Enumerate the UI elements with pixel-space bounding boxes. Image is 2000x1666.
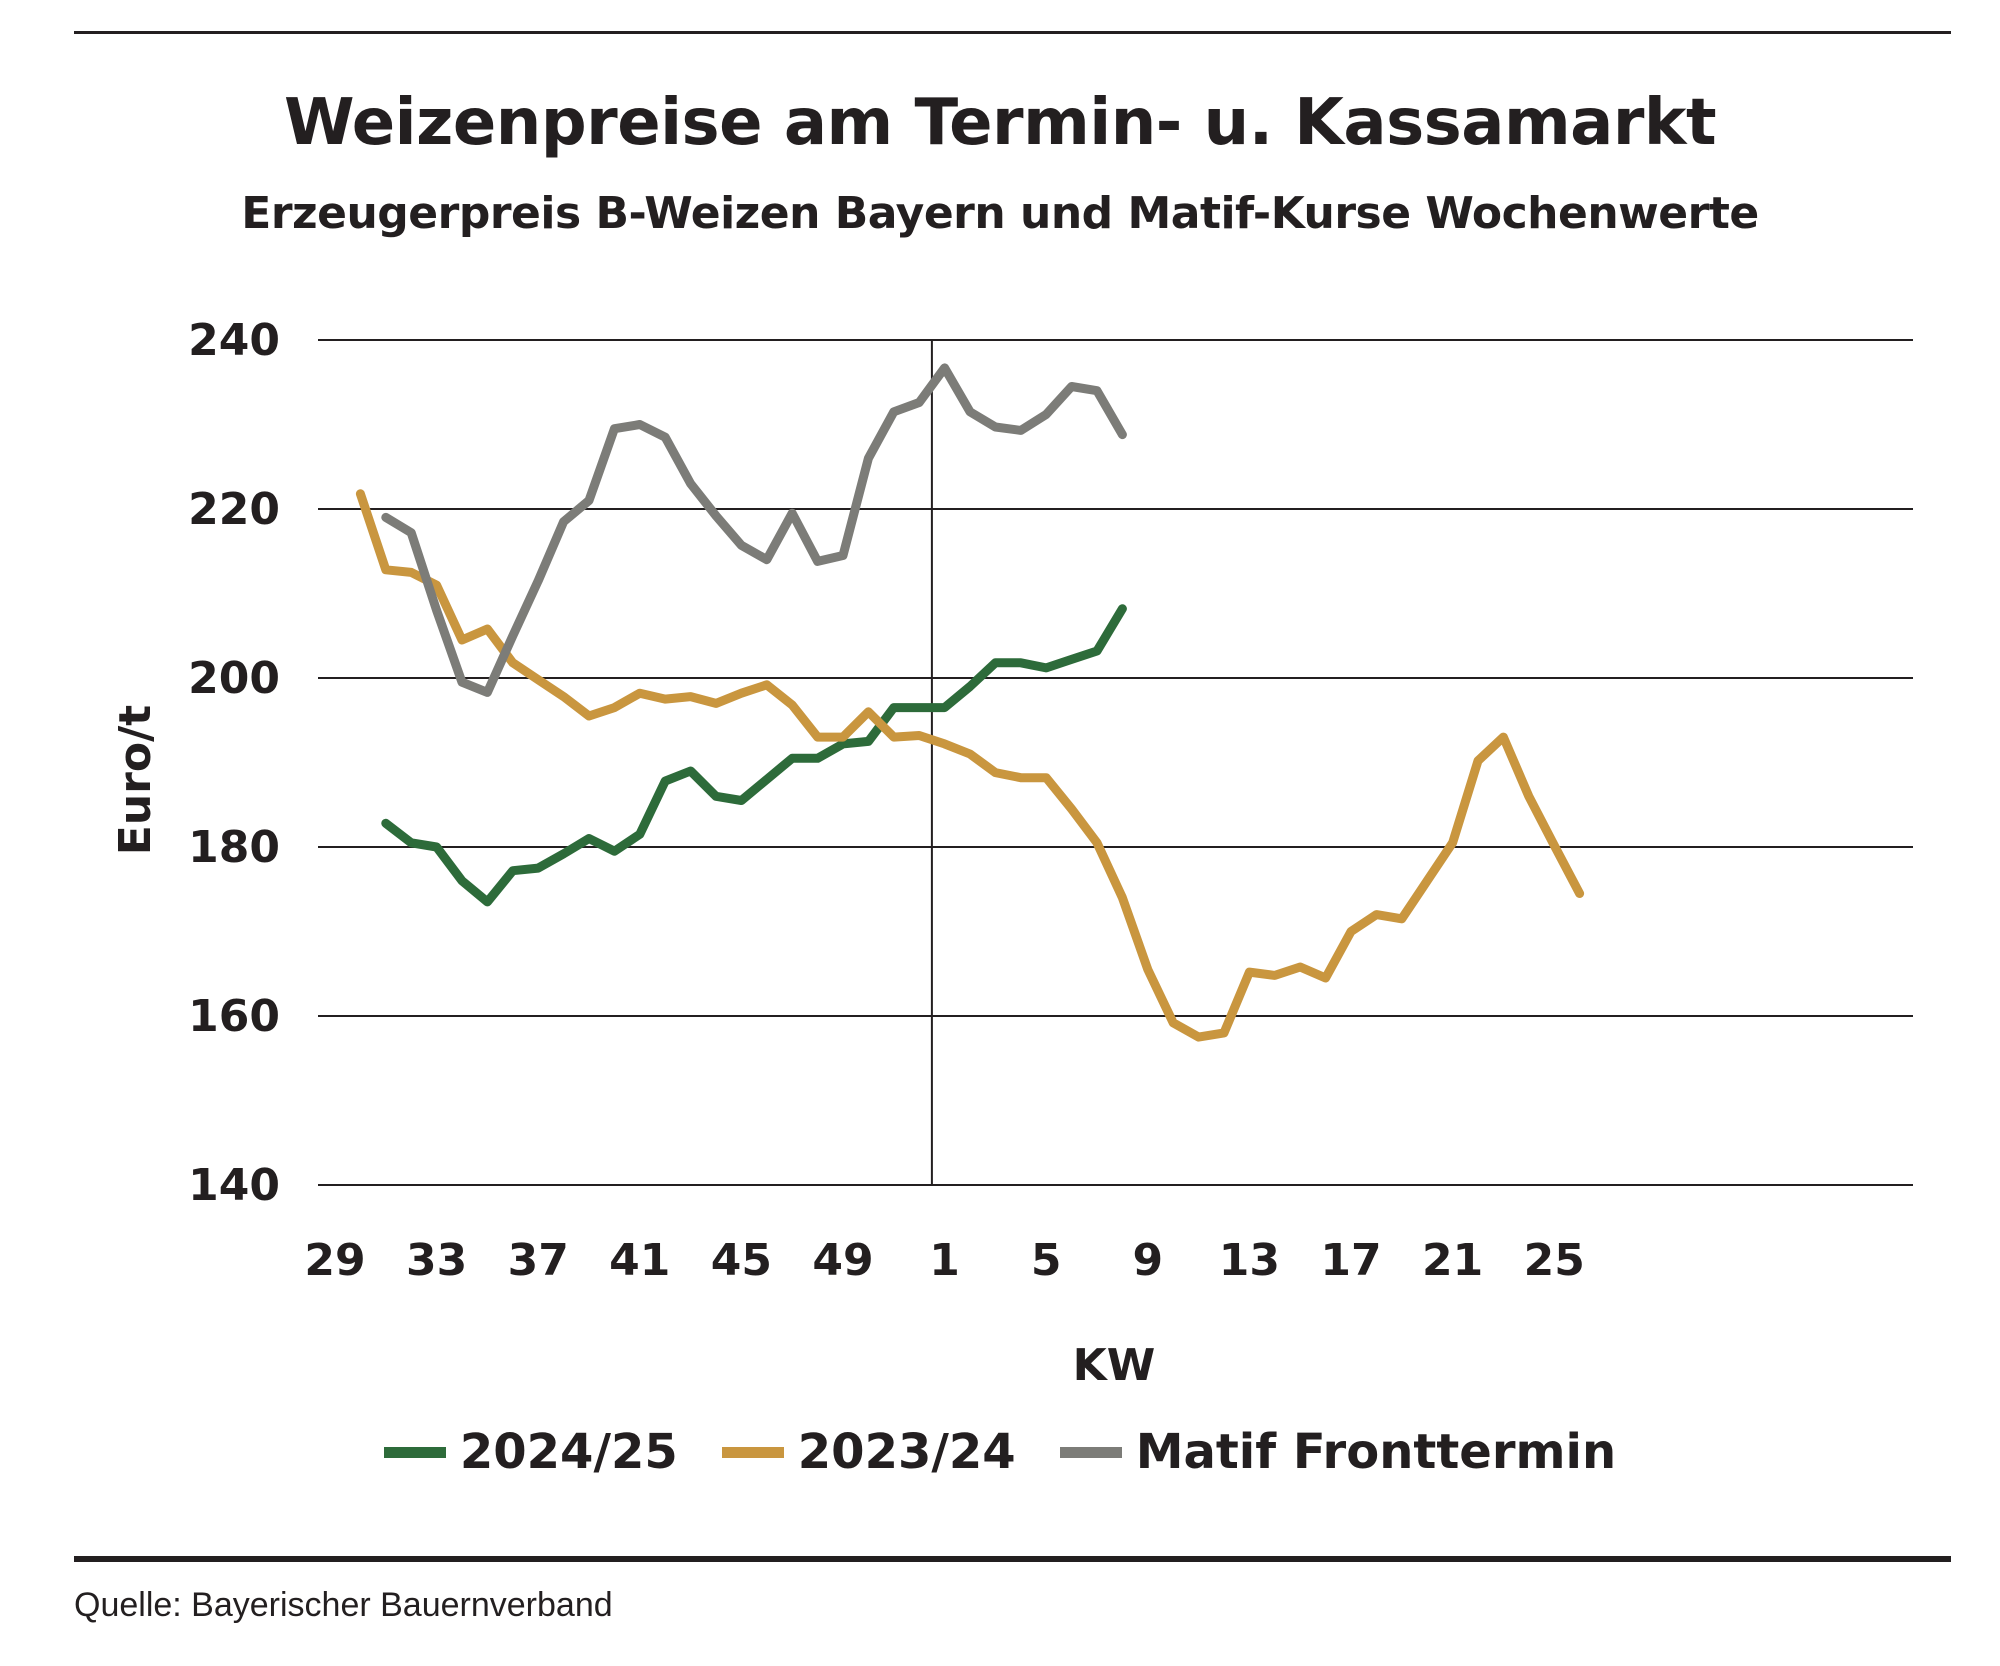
x-tick-label: 45 [711, 1235, 772, 1286]
chart-subtitle: Erzeugerpreis B-Weizen Bayern und Matif-… [241, 188, 1759, 239]
chart-title: Weizenpreise am Termin- u. Kassamarkt [283, 86, 1717, 160]
legend-label: 2024/25 [459, 1424, 678, 1480]
y-axis-label: Euro/t [110, 705, 161, 855]
x-tick-label: 37 [508, 1235, 569, 1286]
y-tick-label: 200 [188, 653, 280, 704]
x-axis-ticks: 29 33 37 41 45 49 1 5 9 13 17 21 25 [304, 1235, 1584, 1286]
y-tick-label: 180 [188, 822, 280, 873]
bottom-rule [74, 1556, 1951, 1562]
legend: 2024/25 2023/24 Matif Fronttermin [0, 1424, 2000, 1480]
x-tick-label: 33 [406, 1235, 467, 1286]
series-line-0 [381, 604, 1127, 907]
y-tick-label: 140 [188, 1160, 280, 1211]
x-tick-label: 9 [1132, 1235, 1163, 1286]
grid-lines [318, 339, 1913, 1186]
source-note: Quelle: Bayerischer Bauernverband [74, 1586, 613, 1624]
x-tick-label: 17 [1320, 1235, 1381, 1286]
x-tick-label: 25 [1524, 1235, 1585, 1286]
x-axis-label: KW [1073, 1340, 1156, 1391]
x-tick-label: 13 [1219, 1235, 1280, 1286]
y-tick-label: 220 [188, 484, 280, 535]
x-tick-label: 5 [1031, 1235, 1062, 1286]
legend-swatch [721, 1446, 784, 1458]
top-rule [74, 31, 1951, 34]
series-line-2 [381, 363, 1127, 697]
x-tick-label: 41 [609, 1235, 670, 1286]
legend-label: 2023/24 [797, 1424, 1016, 1480]
y-axis-ticks: 240 220 200 180 160 140 [188, 315, 280, 1211]
legend-item-matif: Matif Fronttermin [1059, 1424, 1617, 1480]
legend-swatch [383, 1446, 446, 1458]
series-lines [355, 363, 1585, 1042]
series-line-1 [355, 489, 1585, 1042]
x-tick-label: 49 [812, 1235, 873, 1286]
legend-item-2023-24: 2023/24 [721, 1424, 1016, 1480]
legend-swatch [1059, 1446, 1122, 1458]
y-tick-label: 240 [188, 315, 280, 366]
x-tick-label: 21 [1422, 1235, 1483, 1286]
x-tick-label: 29 [304, 1235, 365, 1286]
x-tick-label: 1 [929, 1235, 960, 1286]
line-chart: 240 220 200 180 160 140 29 33 37 41 45 49 1 5 9 13 17 21… [110, 315, 1913, 1391]
legend-item-2024-25: 2024/25 [383, 1424, 678, 1480]
y-tick-label: 160 [188, 991, 280, 1042]
legend-label: Matif Fronttermin [1135, 1424, 1617, 1480]
